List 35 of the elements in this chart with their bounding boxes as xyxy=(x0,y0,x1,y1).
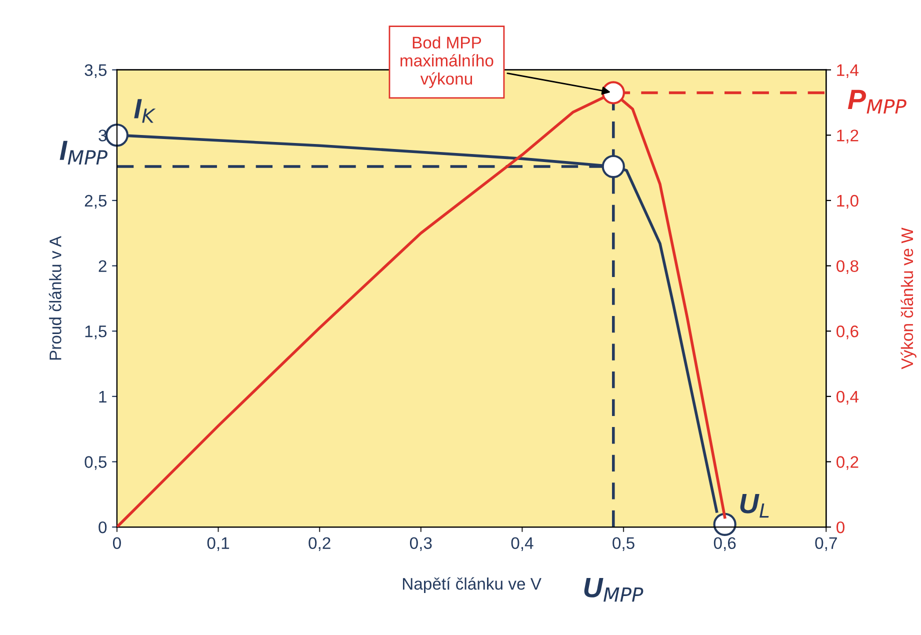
point xyxy=(105,124,129,147)
ref-line-label: U$_{MPP}$ xyxy=(584,578,644,602)
y-tick-label: 0,5 xyxy=(84,456,107,470)
y2-tick-label: 1,2 xyxy=(837,130,858,144)
y2-tick-label: 0,4 xyxy=(836,390,859,405)
y-tick-label: 1,5 xyxy=(85,326,107,340)
y-tick-label: 2 xyxy=(98,260,106,272)
annotation: Bod MPP maximálního výkonu xyxy=(400,36,494,88)
y-tick-label: 2,5 xyxy=(84,194,107,209)
y-axis-title: Proud článku v A xyxy=(48,236,62,360)
annotation: I$_{K}$ xyxy=(134,99,156,123)
x-tick-label: 0,2 xyxy=(308,537,330,551)
y2-tick-label: 0 xyxy=(836,521,844,534)
x-tick-label: 0,7 xyxy=(815,537,837,551)
annotation: U$_{L}$ xyxy=(740,494,769,518)
y-tick-label: 3,5 xyxy=(84,64,107,78)
ref-line-label: I$_{MPP}$ xyxy=(60,140,108,164)
y-tick-label: 1 xyxy=(99,390,106,402)
y2-axis-title: Výkon článku ve W xyxy=(900,228,916,370)
y2-tick-label: 0,8 xyxy=(836,260,858,274)
y2-tick-label: 1,4 xyxy=(837,64,859,78)
point xyxy=(713,512,736,536)
y2-tick-label: 0,6 xyxy=(836,326,858,340)
point xyxy=(602,154,625,178)
y2-tick-label: 1,0 xyxy=(837,194,858,209)
ref-line-label: P$_{MPP}$ xyxy=(848,90,906,114)
y2-tick-label: 0,2 xyxy=(836,456,858,470)
x-axis-title: Napětí článku ve V xyxy=(402,577,542,594)
x-tick-label: 0,6 xyxy=(714,537,736,551)
x-tick-label: 0,5 xyxy=(612,537,634,551)
x-tick-label: 0,1 xyxy=(207,537,230,551)
y-tick-label: 0 xyxy=(98,521,107,534)
x-tick-label: 0,4 xyxy=(511,537,534,551)
x-tick-label: 0,3 xyxy=(410,537,432,551)
x-tick-label: 0 xyxy=(112,537,121,550)
